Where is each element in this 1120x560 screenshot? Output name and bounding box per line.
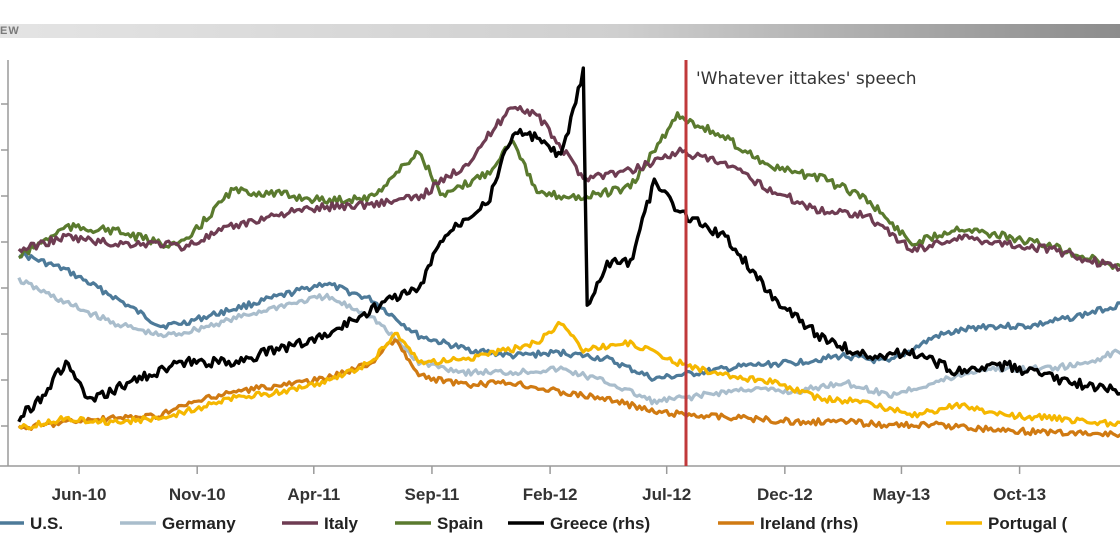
x-tick-label: Apr-11	[287, 485, 340, 504]
series-line-portugal	[18, 320, 1120, 431]
legend-label: Ireland (rhs)	[760, 514, 858, 533]
legend-label: Germany	[162, 514, 236, 533]
x-tick-label: May-13	[873, 485, 931, 504]
chart-legend: U.S. Germany Italy Spain Greece (rhs) Ireland…	[0, 514, 1068, 533]
annotation-layer: 'Whatever ittakes' speech	[684, 60, 917, 466]
series-line-germany	[17, 277, 1120, 406]
header-bar	[0, 24, 1120, 38]
series-line-greece-rhs	[17, 66, 1120, 423]
x-tick-label: Nov-10	[169, 485, 226, 504]
legend-label: Greece (rhs)	[550, 514, 650, 533]
x-tick-label: Feb-12	[523, 485, 578, 504]
series-line-ireland-rhs	[17, 338, 1120, 439]
legend-label: Portugal (	[988, 514, 1068, 533]
series-layer	[17, 66, 1120, 439]
x-tick-label: Sep-11	[405, 485, 460, 504]
legend-label: Italy	[324, 514, 359, 533]
series-line-spain	[18, 111, 1120, 270]
x-tick-label: Dec-12	[757, 485, 813, 504]
x-tick-label: Jul-12	[642, 485, 691, 504]
x-tick-label: Oct-13	[993, 485, 1046, 504]
header-text: EW	[0, 25, 20, 37]
chart-axes	[0, 60, 1120, 467]
series-line-u-s	[18, 251, 1120, 382]
annotation-label: 'Whatever ittakes' speech	[696, 69, 917, 89]
legend-label: U.S.	[30, 514, 63, 533]
x-tick-labels: Jun-10 Nov-10 Apr-11 Sep-11 Feb-12 Jul-12 Dec-…	[52, 466, 1046, 504]
x-tick-label: Jun-10	[52, 485, 107, 504]
legend-label: Spain	[437, 514, 483, 533]
series-line-italy	[17, 105, 1120, 272]
